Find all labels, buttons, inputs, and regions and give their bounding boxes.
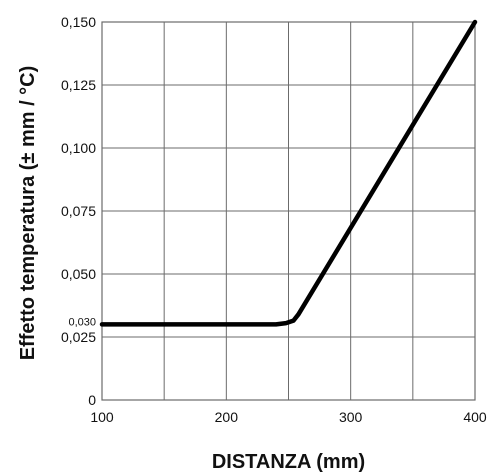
y-tick-label: 0,075 bbox=[61, 203, 96, 219]
tick-labels: 100 200 300 400 0 0,025 0,050 0,075 0,100 0,125 0,… bbox=[61, 14, 487, 425]
x-tick-label: 200 bbox=[215, 409, 239, 425]
plot-frame bbox=[101, 21, 476, 401]
y-annotation-label: 0,030 bbox=[68, 316, 96, 328]
x-axis-title: DISTANZA (mm) bbox=[212, 451, 365, 473]
y-tick-label: 0,025 bbox=[61, 329, 96, 345]
x-tick-label: 100 bbox=[90, 409, 114, 425]
y-axis-title: Effetto temperatura (± mm / °C) bbox=[17, 66, 39, 361]
y-tick-label: 0,150 bbox=[61, 14, 96, 30]
series-line bbox=[99, 19, 478, 327]
y-tick-label: 0,125 bbox=[61, 77, 96, 93]
series-layer bbox=[99, 19, 478, 327]
x-tick-label: 300 bbox=[339, 409, 363, 425]
x-tick-label: 400 bbox=[463, 409, 487, 425]
y-tick-label: 0 bbox=[88, 392, 96, 408]
grid bbox=[101, 21, 476, 401]
y-tick-label: 0,100 bbox=[61, 140, 96, 156]
y-tick-label: 0,050 bbox=[61, 266, 96, 282]
